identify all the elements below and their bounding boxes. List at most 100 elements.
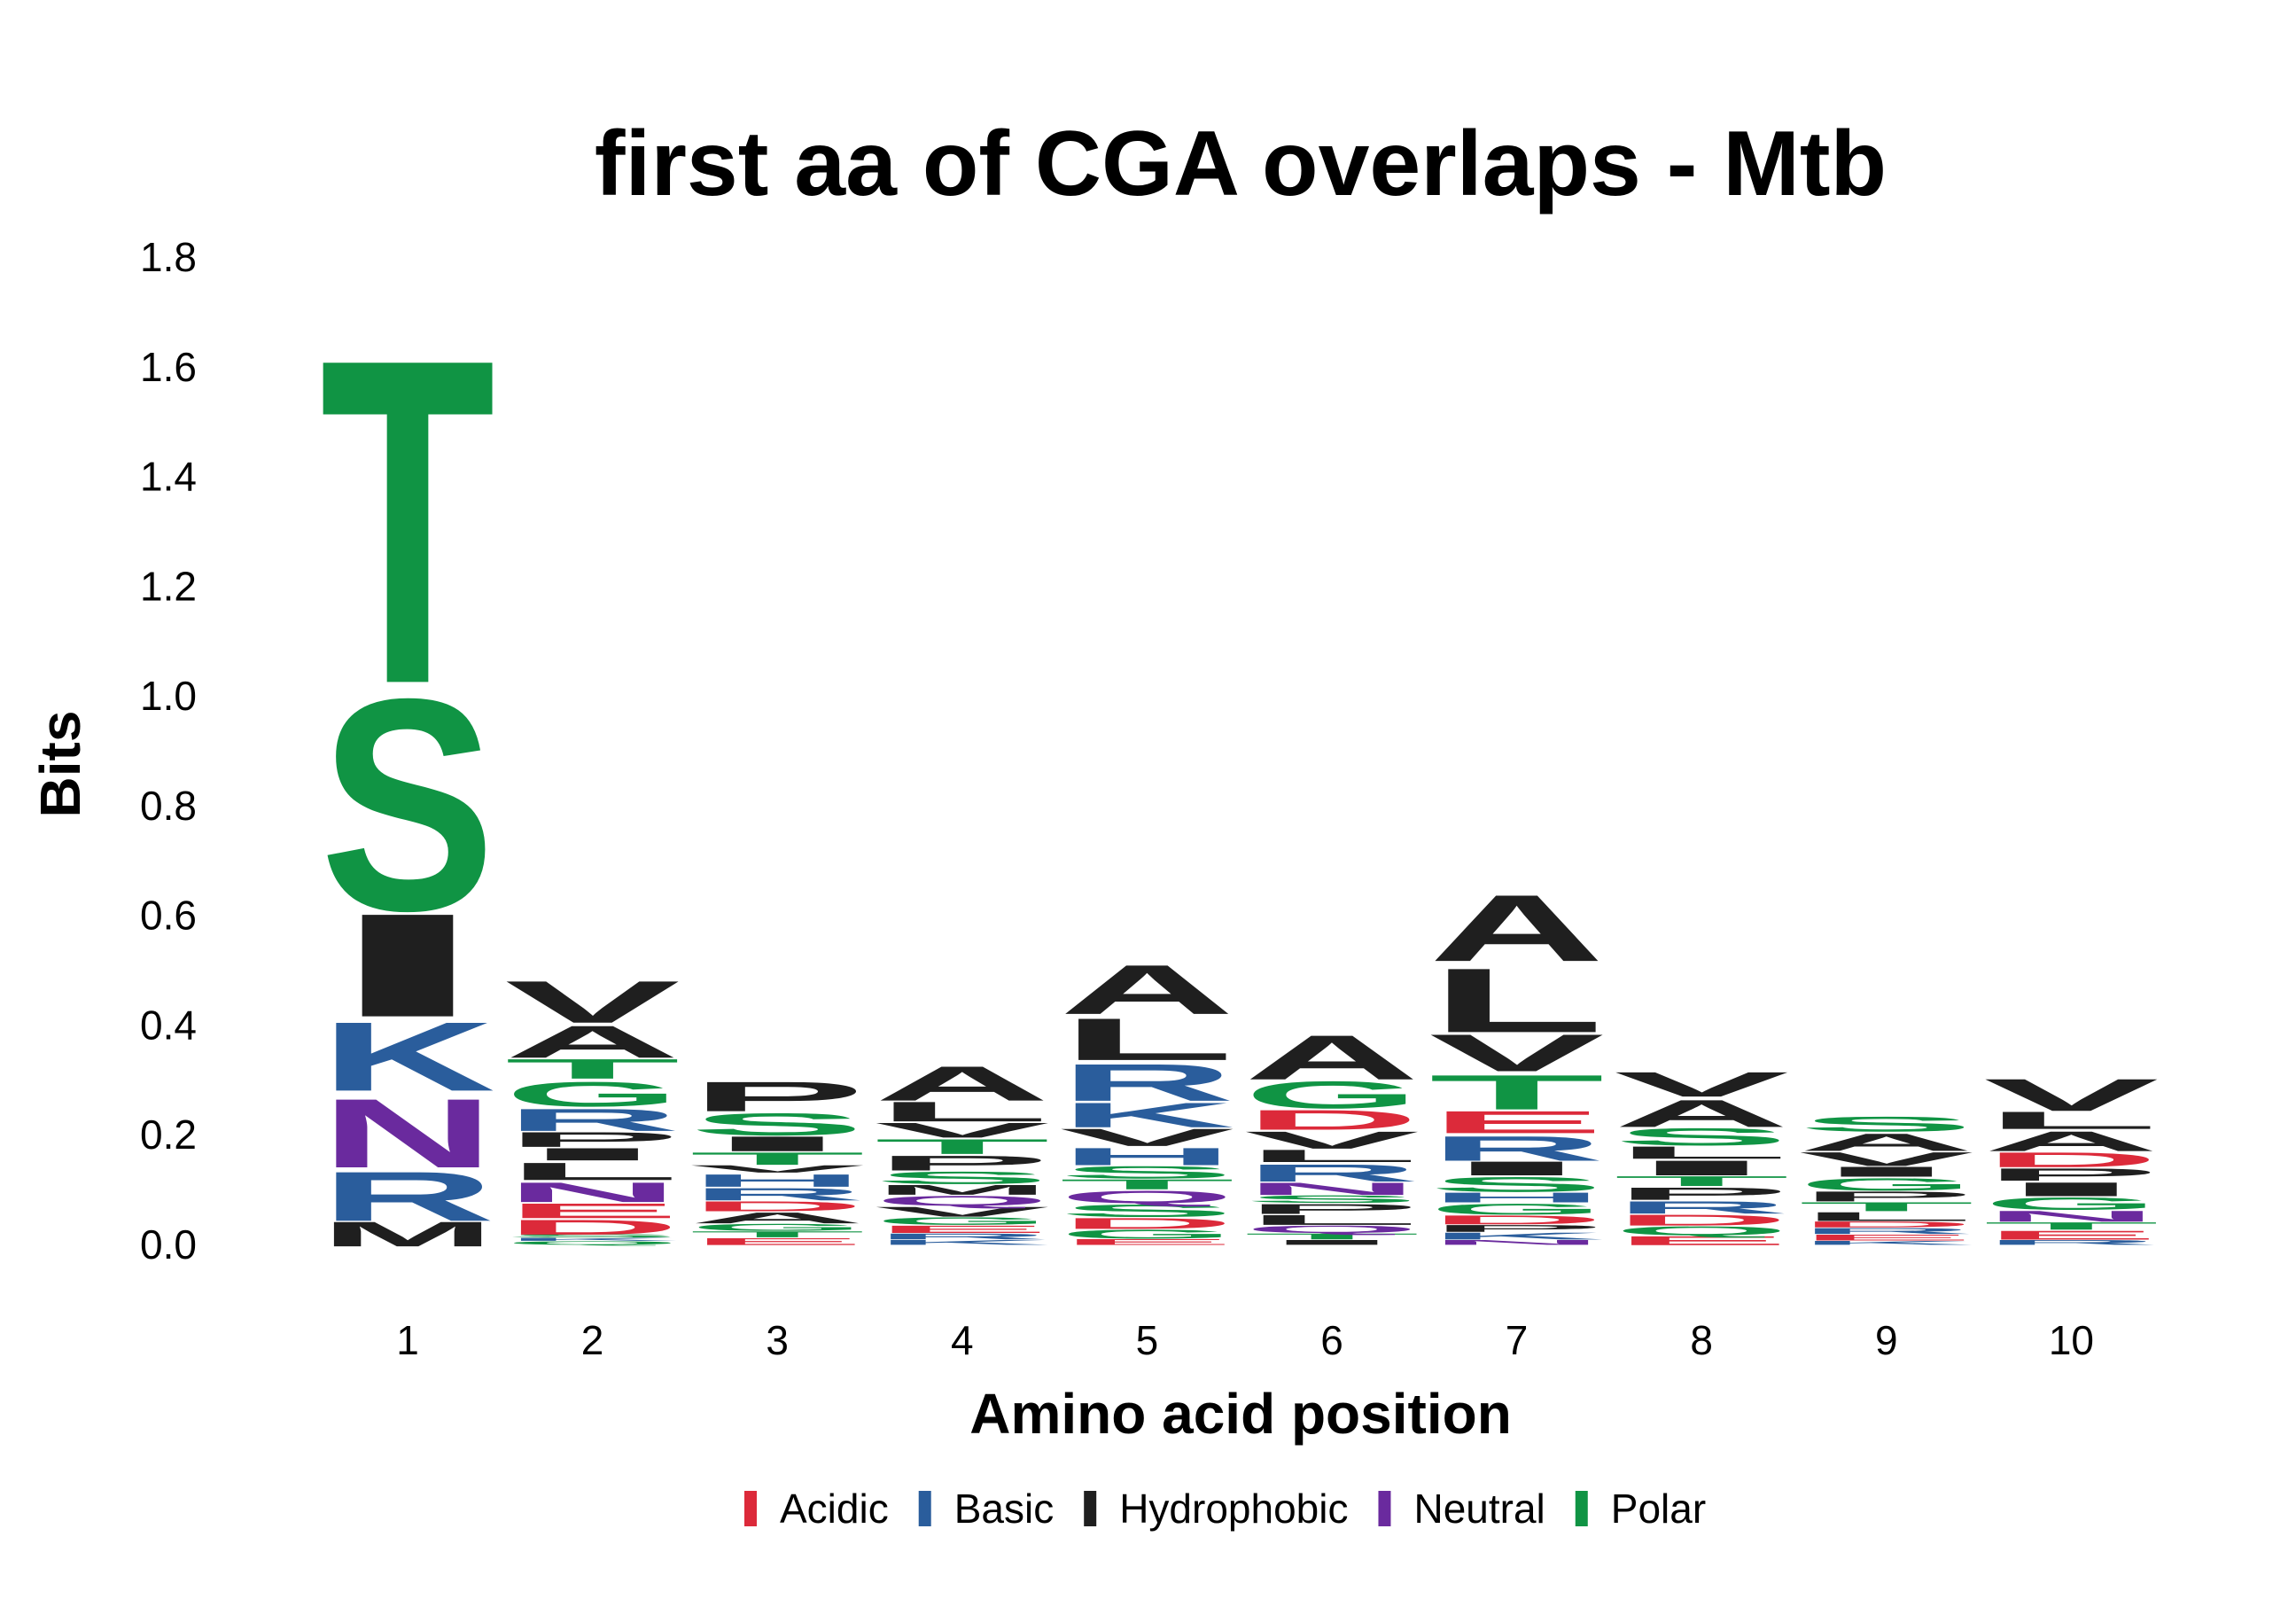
logo-letter: T — [1983, 1221, 2159, 1232]
logo-letter: Q — [1059, 1188, 1234, 1207]
y-axis-tick-labels: 0.0 0.2 0.4 0.6 0.8 1.0 1.2 1.4 1.6 1.8 — [140, 234, 197, 1268]
logo-letter: A — [689, 1209, 865, 1226]
logo-letter: Q — [875, 1193, 1050, 1209]
logo-letter: S — [875, 1168, 1050, 1188]
logo-letter: E — [1983, 1228, 2159, 1243]
logo-letter: A — [505, 1016, 681, 1067]
logo-letter: R — [1244, 1159, 1420, 1187]
logo-letter: D — [505, 1215, 681, 1239]
logo-letter: A — [1614, 1092, 1789, 1135]
logo-letter: S — [1059, 1201, 1234, 1221]
logo-letter: R — [1799, 1227, 1974, 1236]
x-tick-label: 8 — [1690, 1317, 1713, 1363]
y-tick-label: 0.2 — [140, 1112, 197, 1158]
logo-letter: D — [1429, 1213, 1605, 1227]
logo-letter: L — [1059, 1006, 1234, 1072]
y-tick-label: 1.8 — [140, 234, 197, 280]
logo-letter: M — [320, 1214, 495, 1253]
logo-letter: I — [1614, 1157, 1789, 1181]
legend-label: Basic — [954, 1486, 1054, 1532]
logo-letter: E — [875, 1223, 1050, 1235]
logo-letter: V — [1244, 1127, 1420, 1154]
logo-letter: A — [875, 1056, 1050, 1111]
logo-letter: V — [1983, 1070, 2159, 1121]
legend-label: Acidic — [780, 1486, 889, 1532]
logo-letter: S — [1799, 1112, 1974, 1136]
logo-letter: G — [1244, 1073, 1420, 1117]
x-tick-label: 9 — [1875, 1317, 1898, 1363]
logo-letter: D — [1244, 1104, 1420, 1135]
logo-letter: V — [505, 969, 681, 1035]
logo-letter: K — [875, 1238, 1050, 1246]
logo-letter: T — [875, 1135, 1050, 1158]
logo-letter: T — [1429, 1065, 1605, 1119]
logo-letter: T — [1614, 1174, 1789, 1190]
logo-letter: N — [505, 1177, 681, 1208]
logo-letter: G — [689, 1222, 865, 1233]
x-axis-tick-labels: 1 2 3 4 5 6 7 8 9 10 — [396, 1317, 2094, 1363]
logo-letter: L — [1244, 1213, 1420, 1228]
logo-letter: E — [1799, 1233, 1974, 1243]
logo-letter: G — [505, 1074, 681, 1113]
logo-letter: R — [320, 1157, 495, 1236]
y-tick-label: 1.6 — [140, 344, 197, 390]
logo-letter: R — [505, 1103, 681, 1138]
logo-letter: K — [1429, 1230, 1605, 1241]
logo-letter: E — [1429, 1104, 1605, 1140]
logo-letter: G — [1983, 1194, 2159, 1213]
logo-letter: P — [1614, 1184, 1789, 1204]
logo-letter: K — [505, 1237, 681, 1242]
legend-label: Neutral — [1413, 1486, 1545, 1532]
logo-stacks: MRNKISTQKSDENLIPRGTAVETGADRHVTISPKREGVQM… — [320, 263, 2159, 1254]
logo-letter: S — [320, 636, 495, 974]
logo-letter: A — [1059, 950, 1234, 1029]
logo-letter: I — [1799, 1164, 1974, 1180]
logo-letter: E — [1614, 1234, 1789, 1248]
logo-letter: S — [1244, 1193, 1420, 1205]
logo-letter: H — [1059, 1143, 1234, 1171]
logo-letter: N — [1983, 1208, 2159, 1225]
legend-swatch-hydrophobic — [1084, 1491, 1097, 1526]
logo-letter: N — [320, 1079, 495, 1189]
logo-letter: V — [1614, 1065, 1789, 1104]
y-axis-title: Bits — [28, 711, 92, 818]
logo-letter: I — [1429, 1158, 1605, 1180]
logo-letter: I — [320, 883, 495, 1048]
legend: Acidic Basic Hydrophobic Neutral Polar — [744, 1486, 1706, 1532]
logo-letter: P — [875, 1151, 1050, 1175]
x-tick-label: 5 — [1136, 1317, 1159, 1363]
logo-letter: I — [505, 1144, 681, 1164]
logo-letter: D — [1614, 1212, 1789, 1228]
x-tick-label: 3 — [766, 1317, 789, 1363]
logo-letter: D — [1059, 1215, 1234, 1232]
logo-letter: S — [505, 1233, 681, 1238]
logo-letter: R — [1429, 1129, 1605, 1168]
logo-letter: I — [1983, 1178, 2159, 1200]
logo-letter: L — [1244, 1146, 1420, 1166]
logo-letter: V — [689, 1163, 865, 1174]
logo-letter: D — [689, 1198, 865, 1214]
logo-letter: V — [875, 1204, 1050, 1220]
logo-letter: D — [1983, 1148, 2159, 1172]
logo-letter: V — [1059, 1124, 1234, 1151]
logo-letter: A — [1429, 876, 1605, 981]
logo-letter: L — [1799, 1210, 1974, 1224]
logo-letter: T — [1244, 1232, 1420, 1242]
logo-letter: R — [1059, 1053, 1234, 1112]
logo-letter: V — [875, 1119, 1050, 1143]
legend-swatch-basic — [918, 1491, 931, 1526]
logo-letter: R — [875, 1232, 1050, 1242]
logo-letter: E — [505, 1199, 681, 1223]
logo-letter: D — [1799, 1220, 1974, 1229]
logo-letter: L — [1429, 949, 1605, 1051]
logo-letter: A — [1799, 1128, 1974, 1156]
logo-letter: K — [320, 1002, 495, 1112]
y-tick-label: 0.0 — [140, 1221, 197, 1268]
logo-letter: N — [1244, 1179, 1420, 1198]
legend-swatch-polar — [1575, 1491, 1588, 1526]
y-tick-label: 1.2 — [140, 563, 197, 609]
logo-letter: N — [1429, 1238, 1605, 1246]
logo-letter: V — [1799, 1148, 1974, 1170]
